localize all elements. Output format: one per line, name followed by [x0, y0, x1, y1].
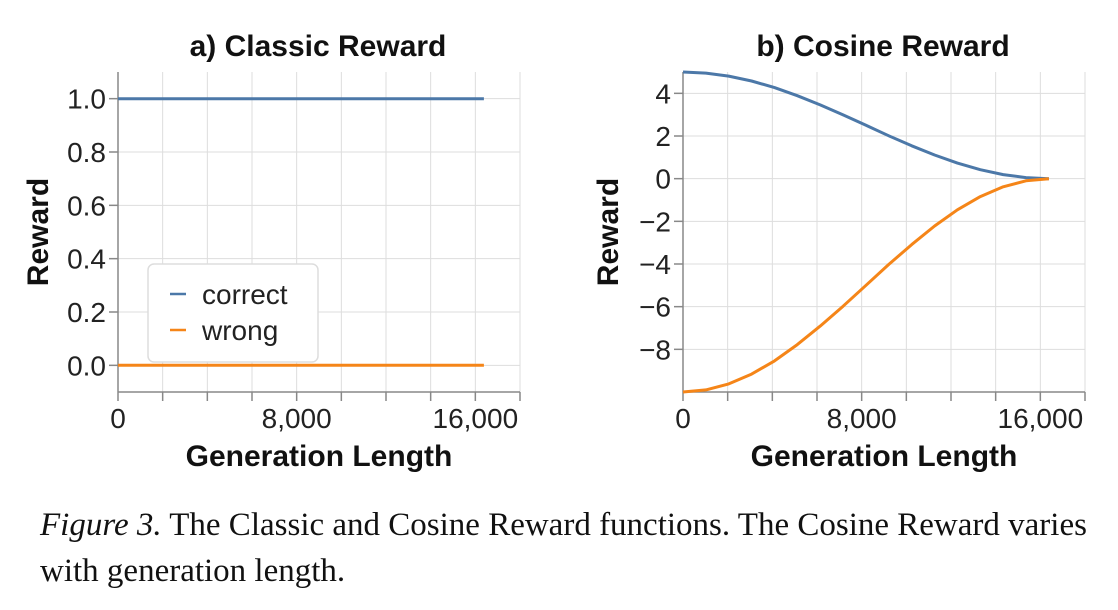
classic-y-tick-label: 1.0 — [67, 84, 106, 115]
classic-y-tick-label: 0.8 — [67, 137, 106, 168]
cosine-y-tick-label: −2 — [639, 206, 671, 237]
caption-text: The Classic and Cosine Reward functions.… — [40, 507, 1087, 589]
classic-y-tick-label: 0.0 — [67, 350, 106, 381]
cosine-y-tick-label: 4 — [655, 78, 671, 109]
cosine-y-tick-label: 0 — [655, 164, 671, 195]
cosine-y-axis-label: Reward — [592, 178, 625, 286]
classic-y-tick-label: 0.2 — [67, 297, 106, 328]
cosine-y-tick-label: −6 — [639, 292, 671, 323]
classic-chart: 0 8,000 16,000 0.0 0.2 0.4 0.6 0.8 1.0 a) Classic… — [22, 30, 521, 473]
cosine-series-line-correct — [682, 70, 1049, 181]
classic-y-tick-label: 0.6 — [67, 190, 106, 221]
caption-label: Figure 3. — [40, 507, 162, 543]
figure-caption: Figure 3. The Classic and Cosine Reward … — [40, 502, 1110, 594]
cosine-y-tick-label: 2 — [655, 121, 671, 152]
cosine-y-tick-label: −8 — [639, 334, 671, 365]
classic-y-axis-label: Reward — [22, 178, 55, 286]
classic-legend-entry-wrong: wrong — [201, 315, 278, 346]
classic-y-tick-label: 0.4 — [67, 244, 106, 275]
classic-legend-entry-correct: correct — [202, 279, 288, 310]
charts: 0 8,000 16,000 0.0 0.2 0.4 0.6 0.8 1.0 a) Classic… — [22, 30, 1086, 473]
cosine-chart: 0 8,000 16,000 4 2 0 −2 −4 −6 −8 b) Cosine Reward G… — [592, 30, 1086, 473]
cosine-x-tick-label: 16,000 — [998, 403, 1084, 434]
classic-chart-title: a) Classic Reward — [190, 30, 447, 63]
cosine-series-line-wrong — [682, 177, 1050, 394]
classic-x-tick-label: 8,000 — [262, 403, 332, 434]
cosine-chart-title: b) Cosine Reward — [756, 30, 1009, 63]
cosine-x-tick-label: 0 — [675, 403, 691, 434]
classic-x-tick-label: 16,000 — [433, 403, 519, 434]
cosine-x-tick-label: 8,000 — [827, 403, 897, 434]
cosine-x-axis-label: Generation Length — [751, 440, 1018, 473]
cosine-y-tick-label: −4 — [639, 249, 671, 280]
classic-x-axis-label: Generation Length — [186, 440, 453, 473]
classic-legend — [147, 263, 319, 363]
classic-x-tick-label: 0 — [110, 403, 126, 434]
